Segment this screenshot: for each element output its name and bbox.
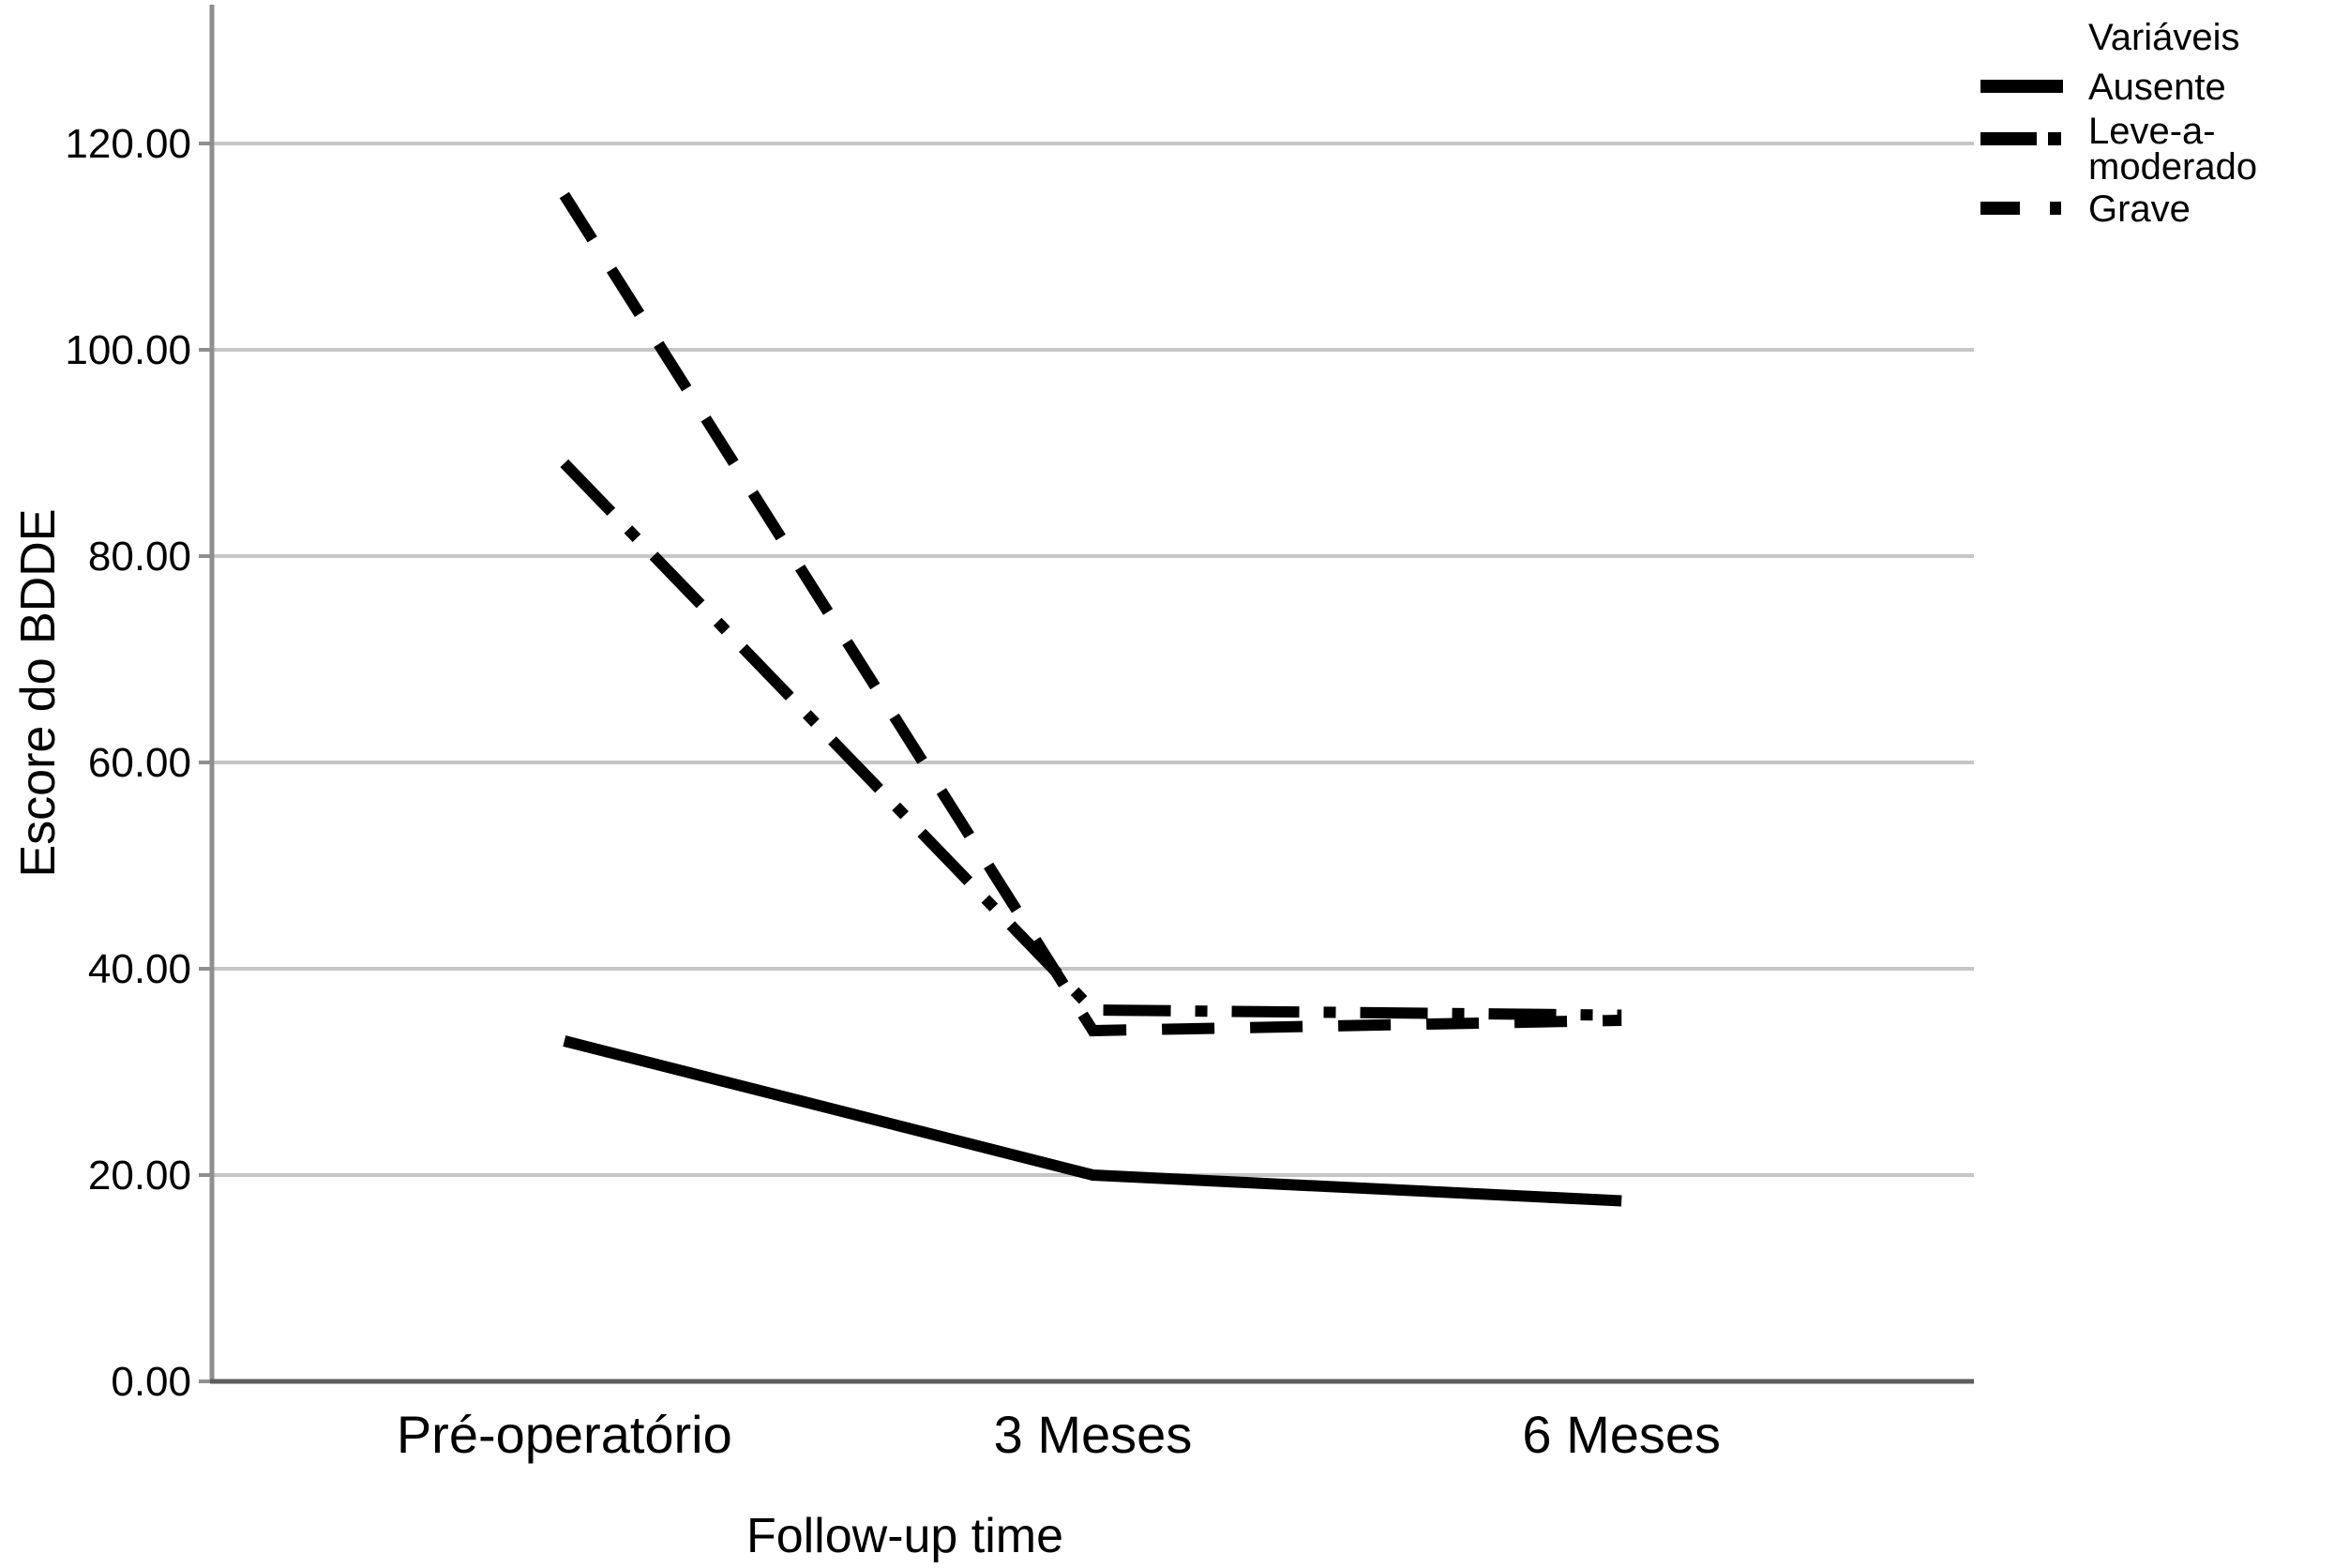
x-axis: Pré-operatório 3 Meses 6 Meses — [210, 1379, 1974, 1464]
y-tick-label: 60.00 — [88, 740, 191, 786]
legend-title: Variáveis — [2088, 17, 2240, 58]
x-category-label: 3 Meses — [994, 1405, 1193, 1464]
legend-item-grave: Grave — [1980, 188, 2191, 230]
legend-item-ausente: Ausente — [1980, 67, 2226, 108]
y-tick-label: 120.00 — [65, 121, 191, 167]
series-line-grave — [559, 191, 1622, 1037]
y-tick-label: 0.00 — [111, 1359, 191, 1405]
y-axis-title: Escore do BDDE — [11, 508, 66, 877]
legend-label: Ausente — [2088, 67, 2226, 108]
legend-label: moderado — [2088, 146, 2257, 188]
legend-label: Leve-a- — [2088, 111, 2216, 152]
gridlines — [212, 142, 1974, 1177]
y-axis: 0.00 20.00 40.00 60.00 80.00 100.00 120.00 — [65, 5, 215, 1405]
y-tick-label: 80.00 — [88, 534, 191, 580]
series-line-leve-a-moderado — [560, 459, 1622, 1021]
series-line-ausente — [563, 1035, 1622, 1207]
y-tick-label: 100.00 — [65, 327, 191, 373]
y-tick-label: 40.00 — [88, 946, 191, 992]
x-category-label: 6 Meses — [1522, 1405, 1721, 1464]
legend-label: Grave — [2088, 188, 2191, 230]
legend-item-leve-a-moderado: Leve-a-moderado — [1980, 111, 2257, 188]
x-category-label: Pré-operatório — [397, 1405, 732, 1464]
y-tick-label: 20.00 — [88, 1153, 191, 1199]
series-lines — [559, 191, 1622, 1207]
x-axis-title: Follow-up time — [746, 1509, 1063, 1563]
